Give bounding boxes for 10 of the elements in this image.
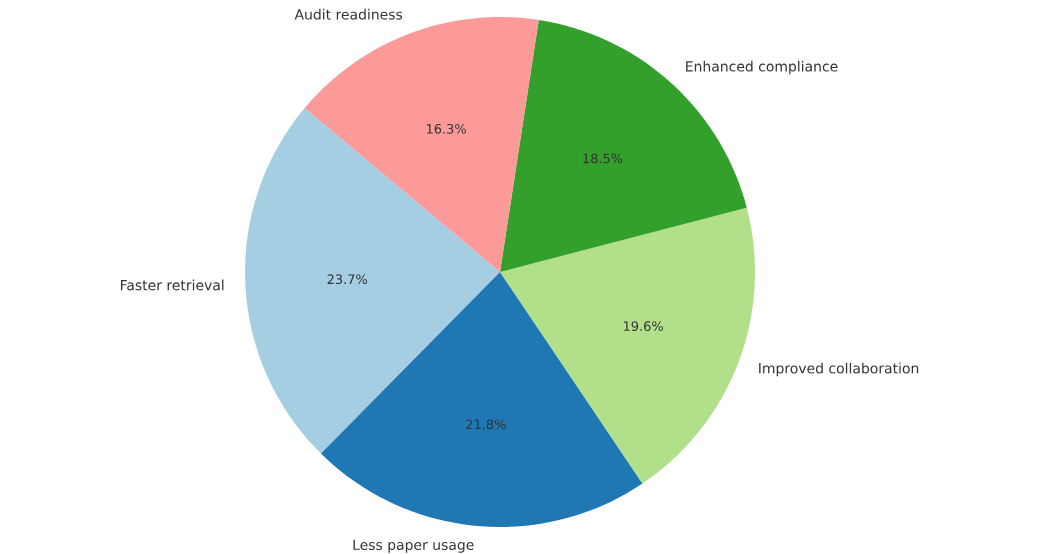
data-label: 23.7% <box>327 274 368 285</box>
slice-label: Enhanced compliance <box>686 60 838 75</box>
data-label: 21.8% <box>466 419 506 430</box>
slice-label: Audit readiness <box>294 8 403 20</box>
data-label: 18.5% <box>583 153 623 164</box>
slice-label: Improved collaboration <box>759 362 919 377</box>
data-label: 16.3% <box>426 123 466 134</box>
slice-label: Less paper usage <box>353 539 474 553</box>
slice-label: Faster retrieval <box>120 279 224 291</box>
data-label: 19.6% <box>623 321 663 332</box>
